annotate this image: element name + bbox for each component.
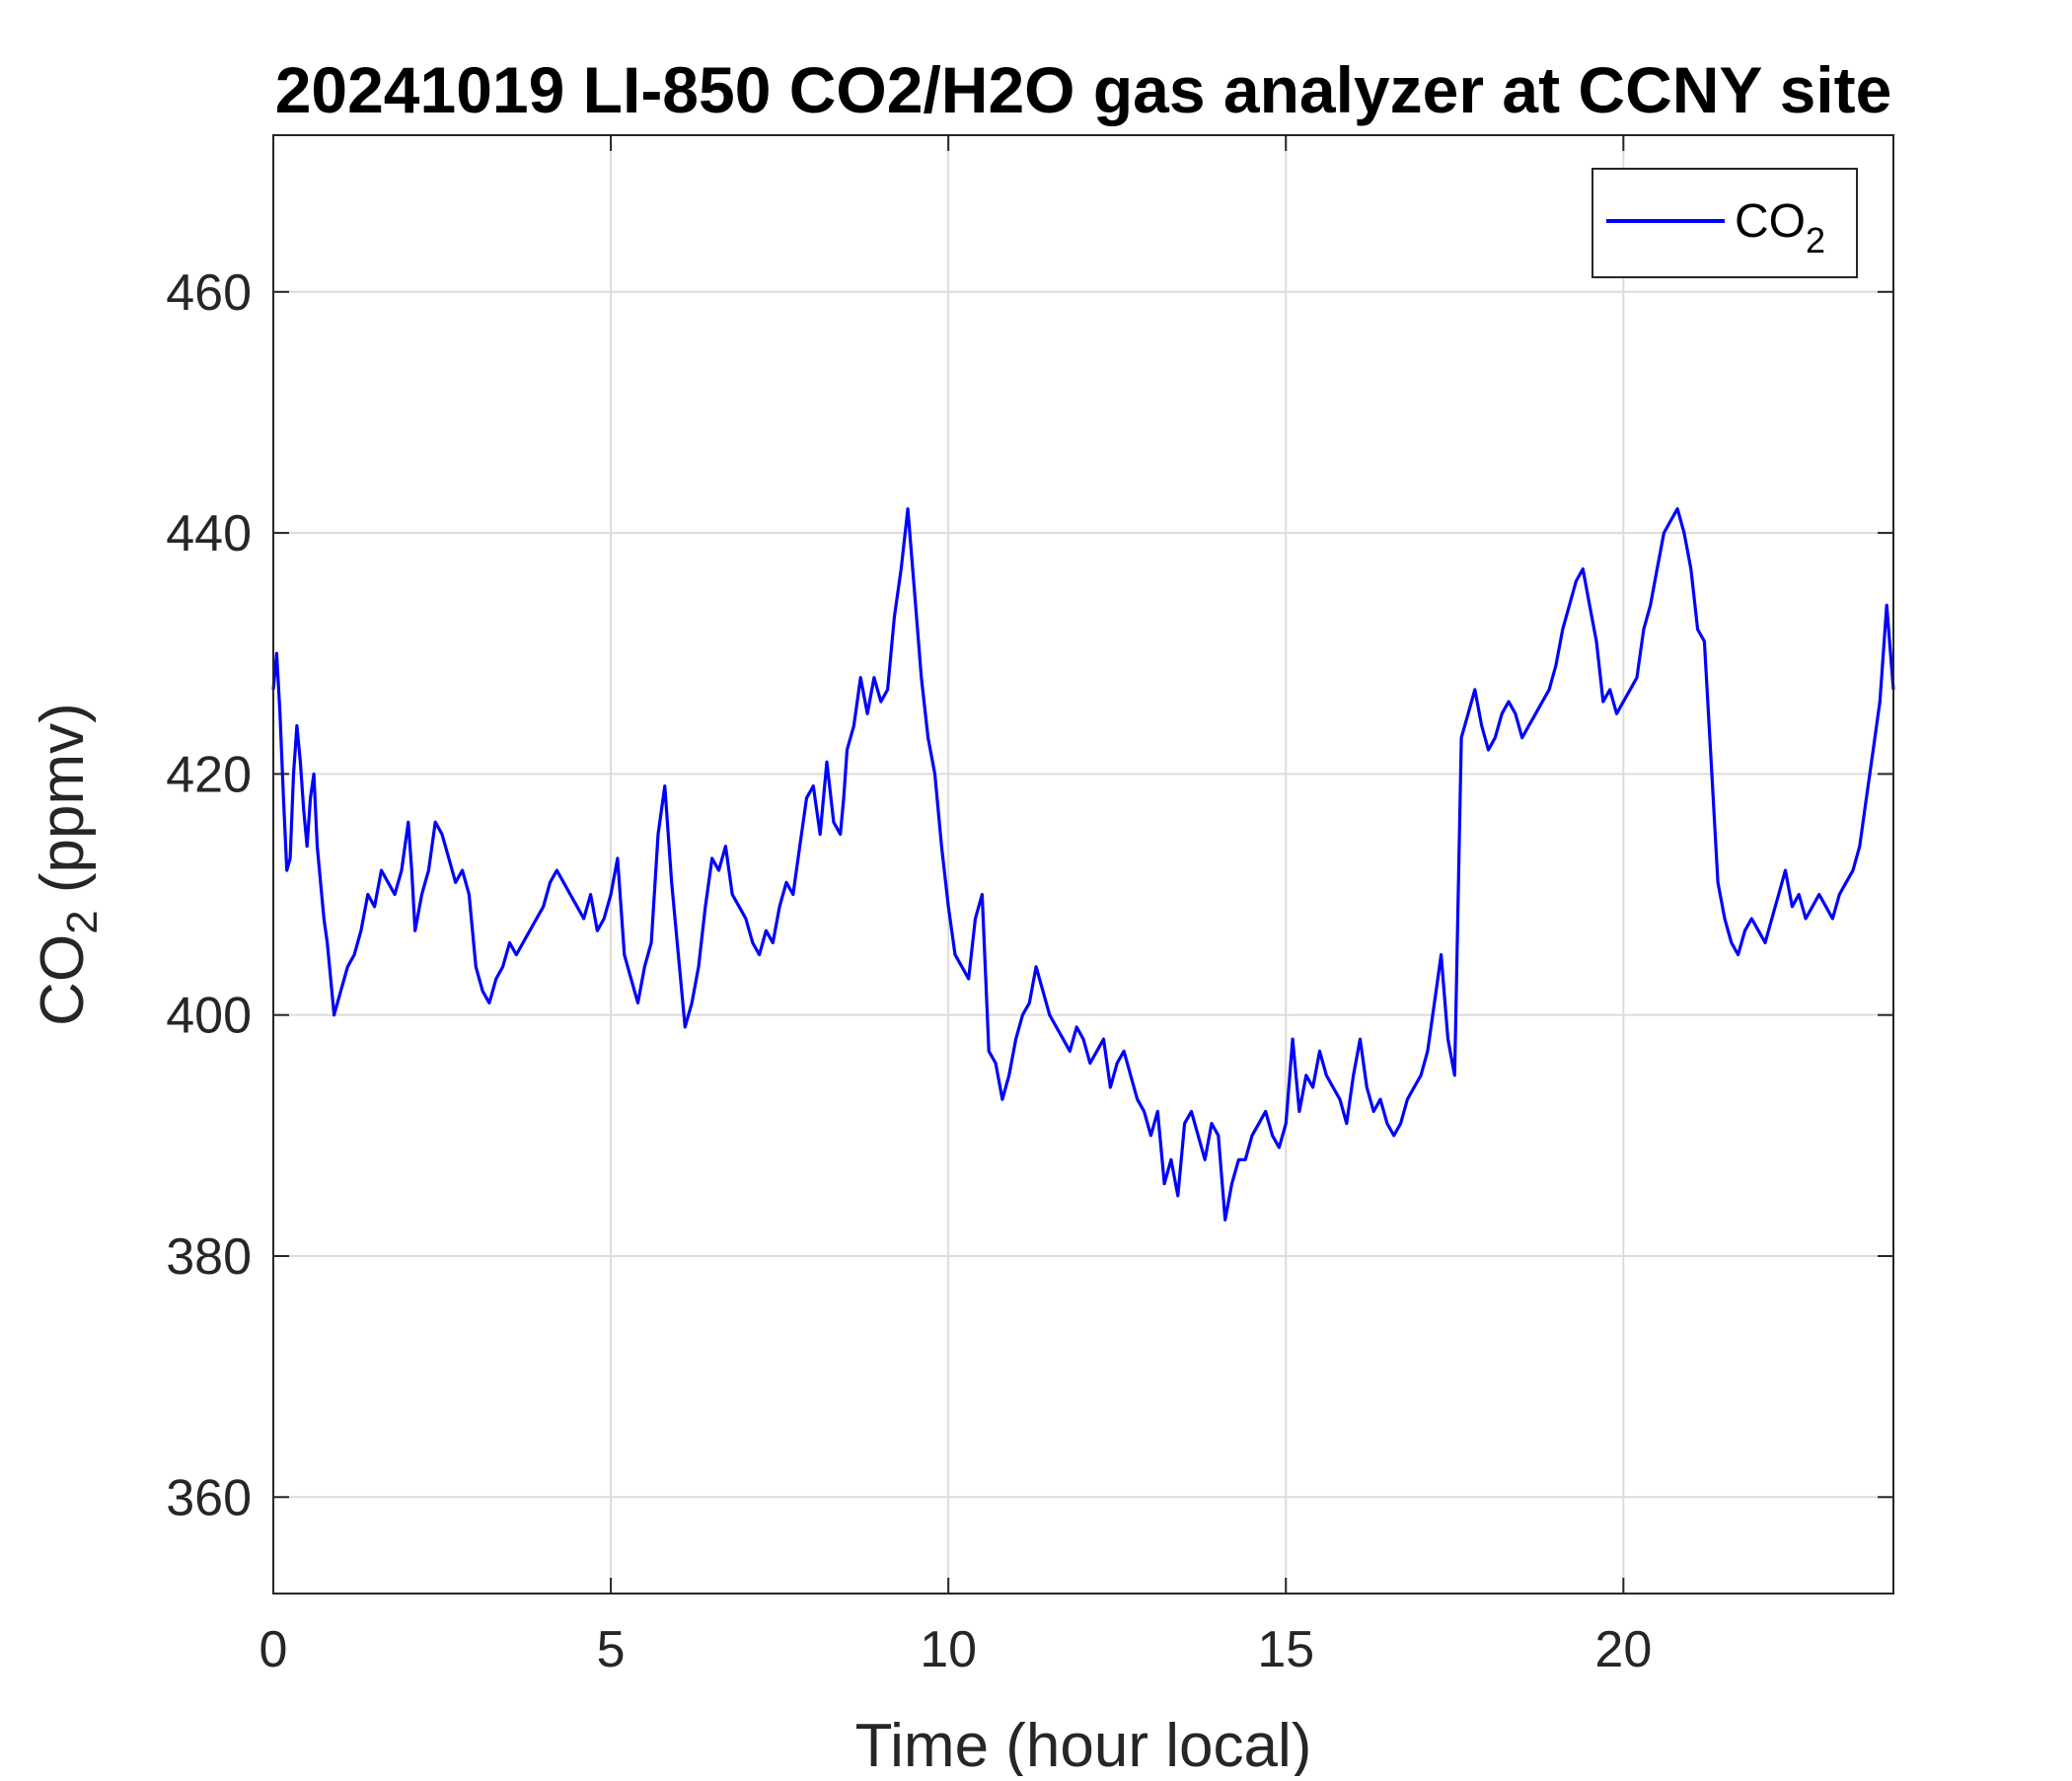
y-axis-label-subscript: 2 — [58, 910, 107, 933]
y-tick-label: 400 — [166, 988, 252, 1045]
y-axis-label-suffix: (ppmv) — [29, 703, 97, 910]
x-axis-label: Time (hour local) — [855, 1712, 1312, 1776]
x-tick-label: 15 — [1257, 1621, 1314, 1678]
legend-label-subscript: 2 — [1806, 220, 1825, 260]
co2-series-line — [271, 507, 1895, 1222]
legend: CO2 — [1591, 168, 1858, 278]
y-tick-label: 440 — [166, 505, 252, 562]
tick-layer: 0 5 10 15 20 360 380 400 420 440 460 — [166, 135, 1893, 1678]
x-tick-label: 10 — [920, 1621, 977, 1678]
x-tick-label: 20 — [1594, 1621, 1652, 1678]
x-tick-label: 0 — [259, 1621, 288, 1678]
plot-area-frame — [272, 134, 1894, 1595]
x-tick-label: 5 — [597, 1621, 626, 1678]
legend-label: CO2 — [1735, 195, 1825, 260]
y-tick-label: 360 — [166, 1469, 252, 1526]
y-axis-label: CO2 (ppmv) — [29, 703, 107, 1026]
y-tick-label: 420 — [166, 746, 252, 803]
y-axis-label-main: CO — [29, 934, 97, 1026]
grid-layer — [272, 135, 1893, 1594]
chart-title: 20241019 LI-850 CO2/H2O gas analyzer at … — [275, 53, 1892, 126]
y-tick-label: 380 — [166, 1228, 252, 1286]
y-tick-label: 460 — [166, 264, 252, 322]
legend-label-main: CO — [1735, 195, 1806, 248]
series-layer — [271, 507, 1895, 1222]
